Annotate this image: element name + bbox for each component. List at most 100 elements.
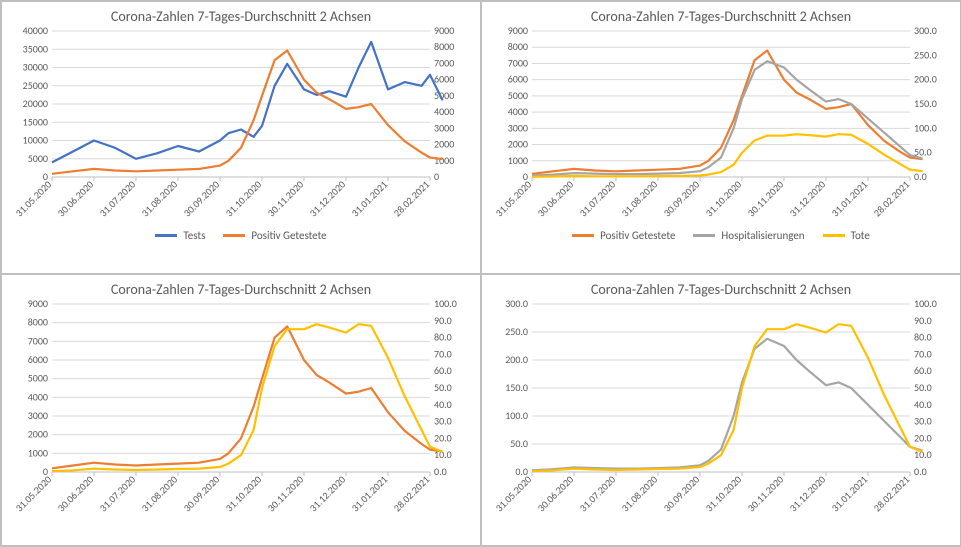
y-left-tick-label: 3000 xyxy=(508,121,528,134)
y-right-tick-label: 150.0 xyxy=(914,97,937,110)
legend-label: Tests xyxy=(183,229,205,242)
y-left-tick-label: 50.0 xyxy=(510,437,528,450)
chart-title: Corona-Zahlen 7-Tages-Durchschnitt 2 Ach… xyxy=(490,281,952,298)
y-right-tick-label: 6000 xyxy=(434,73,454,86)
series-line-tests xyxy=(52,42,443,162)
x-tick-label: 30.06.2020 xyxy=(535,472,576,513)
legend: Positiv Getestete Hospitalisierungen Tote xyxy=(490,229,952,242)
x-tick-label: 31.08.2020 xyxy=(619,178,660,219)
legend-label: Positiv Getestete xyxy=(600,229,675,242)
y-left-tick-label: 1000 xyxy=(508,154,528,167)
y-left-tick-label: 250.0 xyxy=(505,325,528,338)
legend-item: Positiv Getestete xyxy=(572,229,675,242)
panel-top-left: Corona-Zahlen 7-Tages-Durchschnitt 2 Ach… xyxy=(1,1,481,274)
chart-grid: Corona-Zahlen 7-Tages-Durchschnitt 2 Ach… xyxy=(0,0,961,547)
x-tick-label: 31.08.2020 xyxy=(139,472,180,513)
legend-swatch xyxy=(693,234,715,237)
x-tick-label: 31.12.2020 xyxy=(307,178,348,219)
x-tick-label: 30.11.2020 xyxy=(745,472,786,513)
x-tick-label: 31.01.2021 xyxy=(829,472,870,513)
plot-area: 01000200030004000500060007000800090000.0… xyxy=(490,27,952,227)
y-left-tick-label: 9000 xyxy=(28,300,48,310)
x-tick-label: 31.05.2020 xyxy=(493,178,534,219)
y-left-tick-label: 35000 xyxy=(23,42,48,55)
y-left-tick-label: 20000 xyxy=(23,97,48,110)
legend-label: Hospitalisierungen xyxy=(721,229,804,242)
y-right-tick-label: 4000 xyxy=(434,105,454,118)
panel-bottom-left: Corona-Zahlen 7-Tages-Durchschnitt 2 Ach… xyxy=(1,274,481,547)
panel-bottom-right: Corona-Zahlen 7-Tages-Durchschnitt 2 Ach… xyxy=(481,274,961,547)
y-right-tick-label: 9000 xyxy=(434,27,454,37)
panel-top-right: Corona-Zahlen 7-Tages-Durchschnitt 2 Ach… xyxy=(481,1,961,274)
y-right-tick-label: 0.0 xyxy=(914,465,927,478)
y-left-tick-label: 6000 xyxy=(508,73,528,86)
y-left-tick-label: 150.0 xyxy=(505,381,528,394)
y-right-tick-label: 40.0 xyxy=(434,397,452,410)
legend-label: Positiv Getestete xyxy=(251,229,326,242)
y-left-tick-label: 200.0 xyxy=(505,353,528,366)
y-right-tick-label: 8000 xyxy=(434,40,454,53)
y-right-tick-label: 100.0 xyxy=(914,300,937,310)
y-right-tick-label: 100.0 xyxy=(434,300,457,310)
x-tick-label: 31.07.2020 xyxy=(577,472,618,513)
y-left-tick-label: 5000 xyxy=(508,89,528,102)
y-left-tick-label: 5000 xyxy=(28,371,48,384)
y-left-tick-label: 6000 xyxy=(28,353,48,366)
x-tick-label: 31.08.2020 xyxy=(619,472,660,513)
x-tick-label: 28.02.2021 xyxy=(391,178,432,219)
y-left-tick-label: 8000 xyxy=(28,315,48,328)
legend-swatch xyxy=(572,234,594,237)
x-tick-label: 28.02.2021 xyxy=(391,472,432,513)
y-left-tick-label: 40000 xyxy=(23,27,48,37)
x-tick-label: 30.06.2020 xyxy=(55,472,96,513)
x-tick-label: 30.11.2020 xyxy=(265,472,306,513)
x-tick-label: 30.09.2020 xyxy=(661,178,702,219)
x-tick-label: 31.12.2020 xyxy=(787,178,828,219)
y-right-tick-label: 7000 xyxy=(434,56,454,69)
y-right-tick-label: 60.0 xyxy=(434,364,452,377)
x-tick-label: 31.12.2020 xyxy=(307,472,348,513)
y-left-tick-label: 30000 xyxy=(23,61,48,74)
y-right-tick-label: 1000 xyxy=(434,154,454,167)
y-left-tick-label: 300.0 xyxy=(505,300,528,310)
plot-area: 0500010000150002000025000300003500040000… xyxy=(10,27,472,227)
x-tick-label: 30.09.2020 xyxy=(181,178,222,219)
x-tick-label: 31.07.2020 xyxy=(97,472,138,513)
x-tick-label: 30.11.2020 xyxy=(265,178,306,219)
y-right-tick-label: 300.0 xyxy=(914,27,937,37)
legend-item: Hospitalisierungen xyxy=(693,229,804,242)
y-right-tick-label: 2000 xyxy=(434,138,454,151)
x-tick-label: 30.09.2020 xyxy=(661,472,702,513)
y-right-tick-label: 40.0 xyxy=(914,397,932,410)
y-right-tick-label: 50.0 xyxy=(914,381,932,394)
x-tick-label: 30.09.2020 xyxy=(181,472,222,513)
y-left-tick-label: 4000 xyxy=(508,105,528,118)
legend-swatch xyxy=(155,234,177,237)
x-tick-label: 31.01.2021 xyxy=(829,178,870,219)
y-right-tick-label: 50.0 xyxy=(434,381,452,394)
y-left-tick-label: 7000 xyxy=(508,56,528,69)
x-tick-label: 31.01.2021 xyxy=(349,472,390,513)
x-tick-label: 31.07.2020 xyxy=(577,178,618,219)
y-right-tick-label: 0 xyxy=(434,170,439,183)
y-left-tick-label: 1000 xyxy=(28,446,48,459)
x-tick-label: 31.05.2020 xyxy=(13,178,54,219)
chart-title: Corona-Zahlen 7-Tages-Durchschnitt 2 Ach… xyxy=(10,281,472,298)
x-tick-label: 31.05.2020 xyxy=(13,472,54,513)
plot-area: 01000200030004000500060007000800090000.0… xyxy=(10,300,472,522)
legend-item: Positiv Getestete xyxy=(223,229,326,242)
x-tick-label: 31.10.2020 xyxy=(223,472,264,513)
legend: Tests Positiv Getestete xyxy=(10,229,472,242)
legend-label: Tote xyxy=(851,229,870,242)
y-right-tick-label: 20.0 xyxy=(914,431,932,444)
y-left-tick-label: 7000 xyxy=(28,334,48,347)
y-left-tick-label: 4000 xyxy=(28,390,48,403)
y-right-tick-label: 70.0 xyxy=(914,347,932,360)
y-right-tick-label: 250.0 xyxy=(914,48,937,61)
y-left-tick-label: 25000 xyxy=(23,79,48,92)
x-tick-label: 31.10.2020 xyxy=(223,178,264,219)
chart-title: Corona-Zahlen 7-Tages-Durchschnitt 2 Ach… xyxy=(10,8,472,25)
y-left-tick-label: 10000 xyxy=(23,134,48,147)
y-right-tick-label: 30.0 xyxy=(914,414,932,427)
legend-item: Tests xyxy=(155,229,205,242)
